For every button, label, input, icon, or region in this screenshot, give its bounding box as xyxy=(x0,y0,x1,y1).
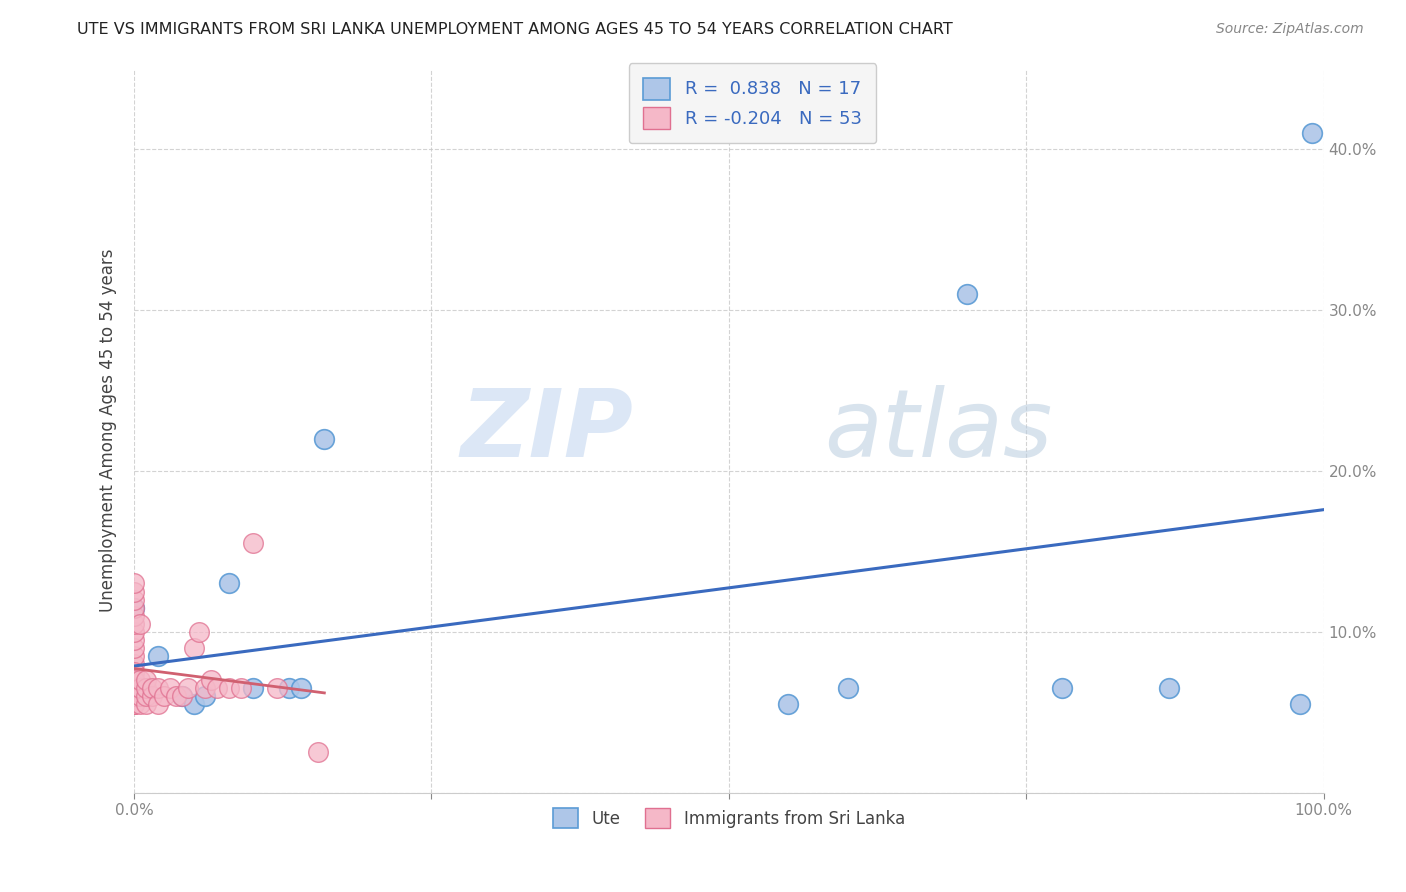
Point xyxy=(122,681,145,695)
Point xyxy=(229,681,252,695)
Point xyxy=(122,665,145,679)
Point xyxy=(122,592,145,607)
Point xyxy=(1157,681,1180,695)
Point xyxy=(122,624,145,639)
Text: Source: ZipAtlas.com: Source: ZipAtlas.com xyxy=(1216,22,1364,37)
Point xyxy=(122,681,145,695)
Y-axis label: Unemployment Among Ages 45 to 54 years: Unemployment Among Ages 45 to 54 years xyxy=(100,249,117,612)
Point xyxy=(129,673,152,687)
Point xyxy=(135,697,157,711)
Point xyxy=(307,746,329,760)
Point xyxy=(188,624,211,639)
Point xyxy=(170,689,193,703)
Legend: Ute, Immigrants from Sri Lanka: Ute, Immigrants from Sri Lanka xyxy=(546,801,911,835)
Point xyxy=(146,648,169,663)
Point xyxy=(122,673,145,687)
Point xyxy=(122,689,145,703)
Point xyxy=(170,689,193,703)
Point xyxy=(122,600,145,615)
Point xyxy=(183,697,205,711)
Point xyxy=(277,681,299,695)
Point xyxy=(122,640,145,655)
Point xyxy=(266,681,288,695)
Point xyxy=(122,673,145,687)
Point xyxy=(290,681,312,695)
Point xyxy=(122,689,145,703)
Point xyxy=(122,681,145,695)
Point xyxy=(183,640,205,655)
Point xyxy=(778,697,800,711)
Point xyxy=(194,689,217,703)
Point xyxy=(242,681,264,695)
Point xyxy=(837,681,859,695)
Point xyxy=(1050,681,1073,695)
Point xyxy=(207,681,229,695)
Point xyxy=(152,689,174,703)
Point xyxy=(122,697,145,711)
Point xyxy=(122,616,145,631)
Point xyxy=(135,673,157,687)
Point xyxy=(122,632,145,647)
Point xyxy=(1301,126,1323,140)
Point xyxy=(122,608,145,623)
Point xyxy=(135,689,157,703)
Point xyxy=(122,673,145,687)
Point xyxy=(141,681,163,695)
Point xyxy=(122,665,145,679)
Point xyxy=(146,697,169,711)
Point xyxy=(122,648,145,663)
Point xyxy=(122,600,145,615)
Point xyxy=(122,584,145,599)
Point xyxy=(165,689,187,703)
Point xyxy=(129,697,152,711)
Point xyxy=(122,657,145,671)
Point xyxy=(129,681,152,695)
Point xyxy=(194,681,217,695)
Point xyxy=(176,681,198,695)
Point xyxy=(218,681,240,695)
Point xyxy=(1288,697,1310,711)
Point xyxy=(218,576,240,591)
Point xyxy=(146,681,169,695)
Text: UTE VS IMMIGRANTS FROM SRI LANKA UNEMPLOYMENT AMONG AGES 45 TO 54 YEARS CORRELAT: UTE VS IMMIGRANTS FROM SRI LANKA UNEMPLO… xyxy=(77,22,953,37)
Point xyxy=(129,689,152,703)
Point xyxy=(159,681,181,695)
Point xyxy=(129,616,152,631)
Point xyxy=(122,576,145,591)
Point xyxy=(122,697,145,711)
Point xyxy=(314,432,336,446)
Text: atlas: atlas xyxy=(824,385,1052,476)
Point xyxy=(122,689,145,703)
Point xyxy=(200,673,222,687)
Point xyxy=(956,286,979,301)
Point xyxy=(122,697,145,711)
Point xyxy=(141,689,163,703)
Point xyxy=(242,536,264,550)
Text: ZIP: ZIP xyxy=(461,384,634,476)
Point xyxy=(135,681,157,695)
